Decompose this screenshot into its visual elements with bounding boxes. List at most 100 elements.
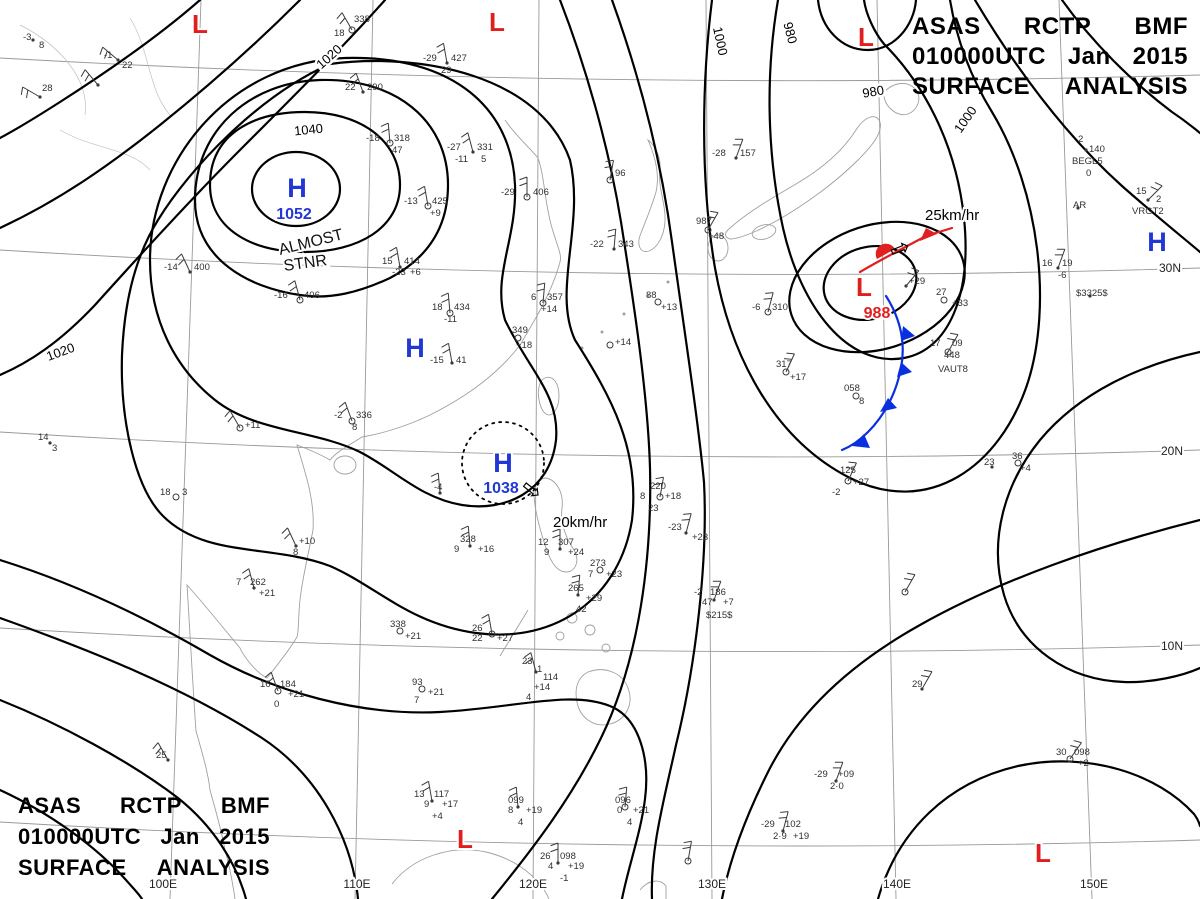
- wind-barb-tick-icon: [550, 848, 559, 853]
- wind-barb-tick-icon: [227, 415, 234, 423]
- wind-barb-tick-icon: [289, 286, 297, 292]
- station-circle-icon: [852, 392, 860, 400]
- station-plot: 338+21: [390, 619, 421, 642]
- station-value: +24: [568, 547, 584, 558]
- wind-barb-icon: [707, 212, 719, 231]
- station-value: 220: [650, 481, 666, 492]
- wind-barb-icon: [542, 283, 546, 304]
- wind-barb-icon: [530, 652, 537, 673]
- title-word: ANALYSIS: [156, 855, 270, 880]
- station-value: +14: [541, 304, 557, 315]
- wind-barb-tick-icon: [25, 89, 29, 98]
- wind-barb-tick-icon: [552, 528, 561, 533]
- wind-barb-icon: [488, 614, 493, 635]
- wind-barb-tick-icon: [845, 467, 854, 469]
- station-value: -15: [430, 355, 444, 366]
- station-value: 3: [52, 443, 57, 454]
- wind-barb-tick-icon: [418, 191, 426, 197]
- station-value: 2·0: [830, 781, 844, 792]
- wind-barb-tick-icon: [175, 253, 182, 260]
- station-value: 7: [414, 695, 419, 706]
- wind-barb-tick-icon: [509, 792, 517, 797]
- wind-barb-tick-icon: [460, 132, 469, 138]
- wind-barb-tick-icon: [783, 358, 792, 360]
- wind-barb-icon: [428, 781, 433, 802]
- title-word: 010000UTC: [18, 824, 142, 849]
- station-value: 058: [844, 383, 860, 394]
- wind-barb-tick-icon: [921, 674, 930, 678]
- station-value: 26: [540, 851, 551, 862]
- station-plot: -6 310: [752, 292, 788, 316]
- station-value: 2: [1078, 134, 1083, 145]
- station-plot: -29 +092·0: [814, 761, 854, 792]
- wind-barb-icon: [447, 293, 451, 314]
- station-value: -6: [752, 302, 760, 313]
- station-plot: 93 +21 7: [412, 677, 444, 706]
- station-value: +7: [723, 597, 734, 608]
- wind-barb-icon: [102, 46, 119, 61]
- station-value: 9: [424, 799, 429, 810]
- isobar-value-label: 980: [861, 82, 885, 101]
- station-value: +16: [478, 544, 494, 555]
- station-value: 22: [122, 60, 133, 71]
- station-plot: 125+27 -2: [832, 461, 869, 498]
- wind-barb-icon: [437, 473, 441, 494]
- wind-barb-tick-icon: [389, 246, 397, 252]
- title-word: 010000UTC: [912, 43, 1046, 70]
- station-value: 414: [404, 256, 420, 267]
- wind-barb-tick-icon: [339, 17, 346, 25]
- station-value: 098: [1074, 747, 1090, 758]
- wind-barb-tick-icon: [351, 78, 359, 85]
- title-block-bottom-left: ASAS RCTP BMF 010000UTC Jan 2015 SURFACE…: [18, 790, 270, 883]
- station-plot: 16 184+21 0: [260, 671, 304, 710]
- wind-barb-icon: [687, 841, 692, 862]
- station-value: 30: [1056, 747, 1067, 758]
- high-pressure-value: 1038: [483, 480, 519, 497]
- station-circle-icon: [396, 627, 404, 635]
- station-value: 096: [615, 795, 631, 806]
- wind-barb-tick-icon: [1070, 744, 1079, 749]
- wind-barb-tick-icon: [482, 619, 490, 625]
- longitude-label: 100E: [149, 877, 177, 891]
- wind-barb-tick-icon: [417, 185, 425, 191]
- wind-barb-icon: [735, 139, 744, 159]
- station-value: -28: [712, 148, 726, 159]
- station-value: 22: [345, 82, 356, 93]
- wind-barb-icon: [1069, 742, 1082, 760]
- station-plot: -4: [430, 472, 442, 495]
- wind-barb-tick-icon: [338, 401, 346, 408]
- wind-barb-icon: [396, 247, 401, 268]
- station-plot: 28: [20, 83, 53, 99]
- wind-barb-tick-icon: [571, 580, 580, 584]
- movement-speed-label: 25km/hr: [925, 207, 979, 224]
- wind-barb-tick-icon: [536, 282, 545, 286]
- station-value: +09: [838, 769, 854, 780]
- wind-barb-tick-icon: [281, 527, 288, 534]
- high-pressure-symbol: H: [287, 173, 307, 203]
- station-plot: +29: [904, 267, 925, 288]
- station-plot: 7 262+21: [236, 568, 275, 599]
- wind-barb-tick-icon: [80, 69, 86, 77]
- station-value: 184: [280, 679, 296, 690]
- station-value: $3325$: [1076, 288, 1108, 299]
- station-value: 23: [522, 656, 533, 667]
- station-value: 262: [250, 577, 266, 588]
- station-circle-icon: [704, 226, 712, 234]
- station-value: 349: [512, 325, 528, 336]
- wind-barb-tick-icon: [431, 478, 439, 483]
- title-line-3: SURFACE ANALYSIS: [18, 852, 270, 883]
- wind-barb-icon: [921, 671, 933, 690]
- wind-barb-icon: [782, 811, 789, 832]
- station-value: 8: [859, 396, 864, 407]
- station-value: +29: [586, 593, 602, 604]
- low-pressure-symbol: L: [489, 7, 505, 37]
- station-plot: 18 434-11: [432, 292, 470, 325]
- station-plot: 88 +13: [646, 290, 677, 313]
